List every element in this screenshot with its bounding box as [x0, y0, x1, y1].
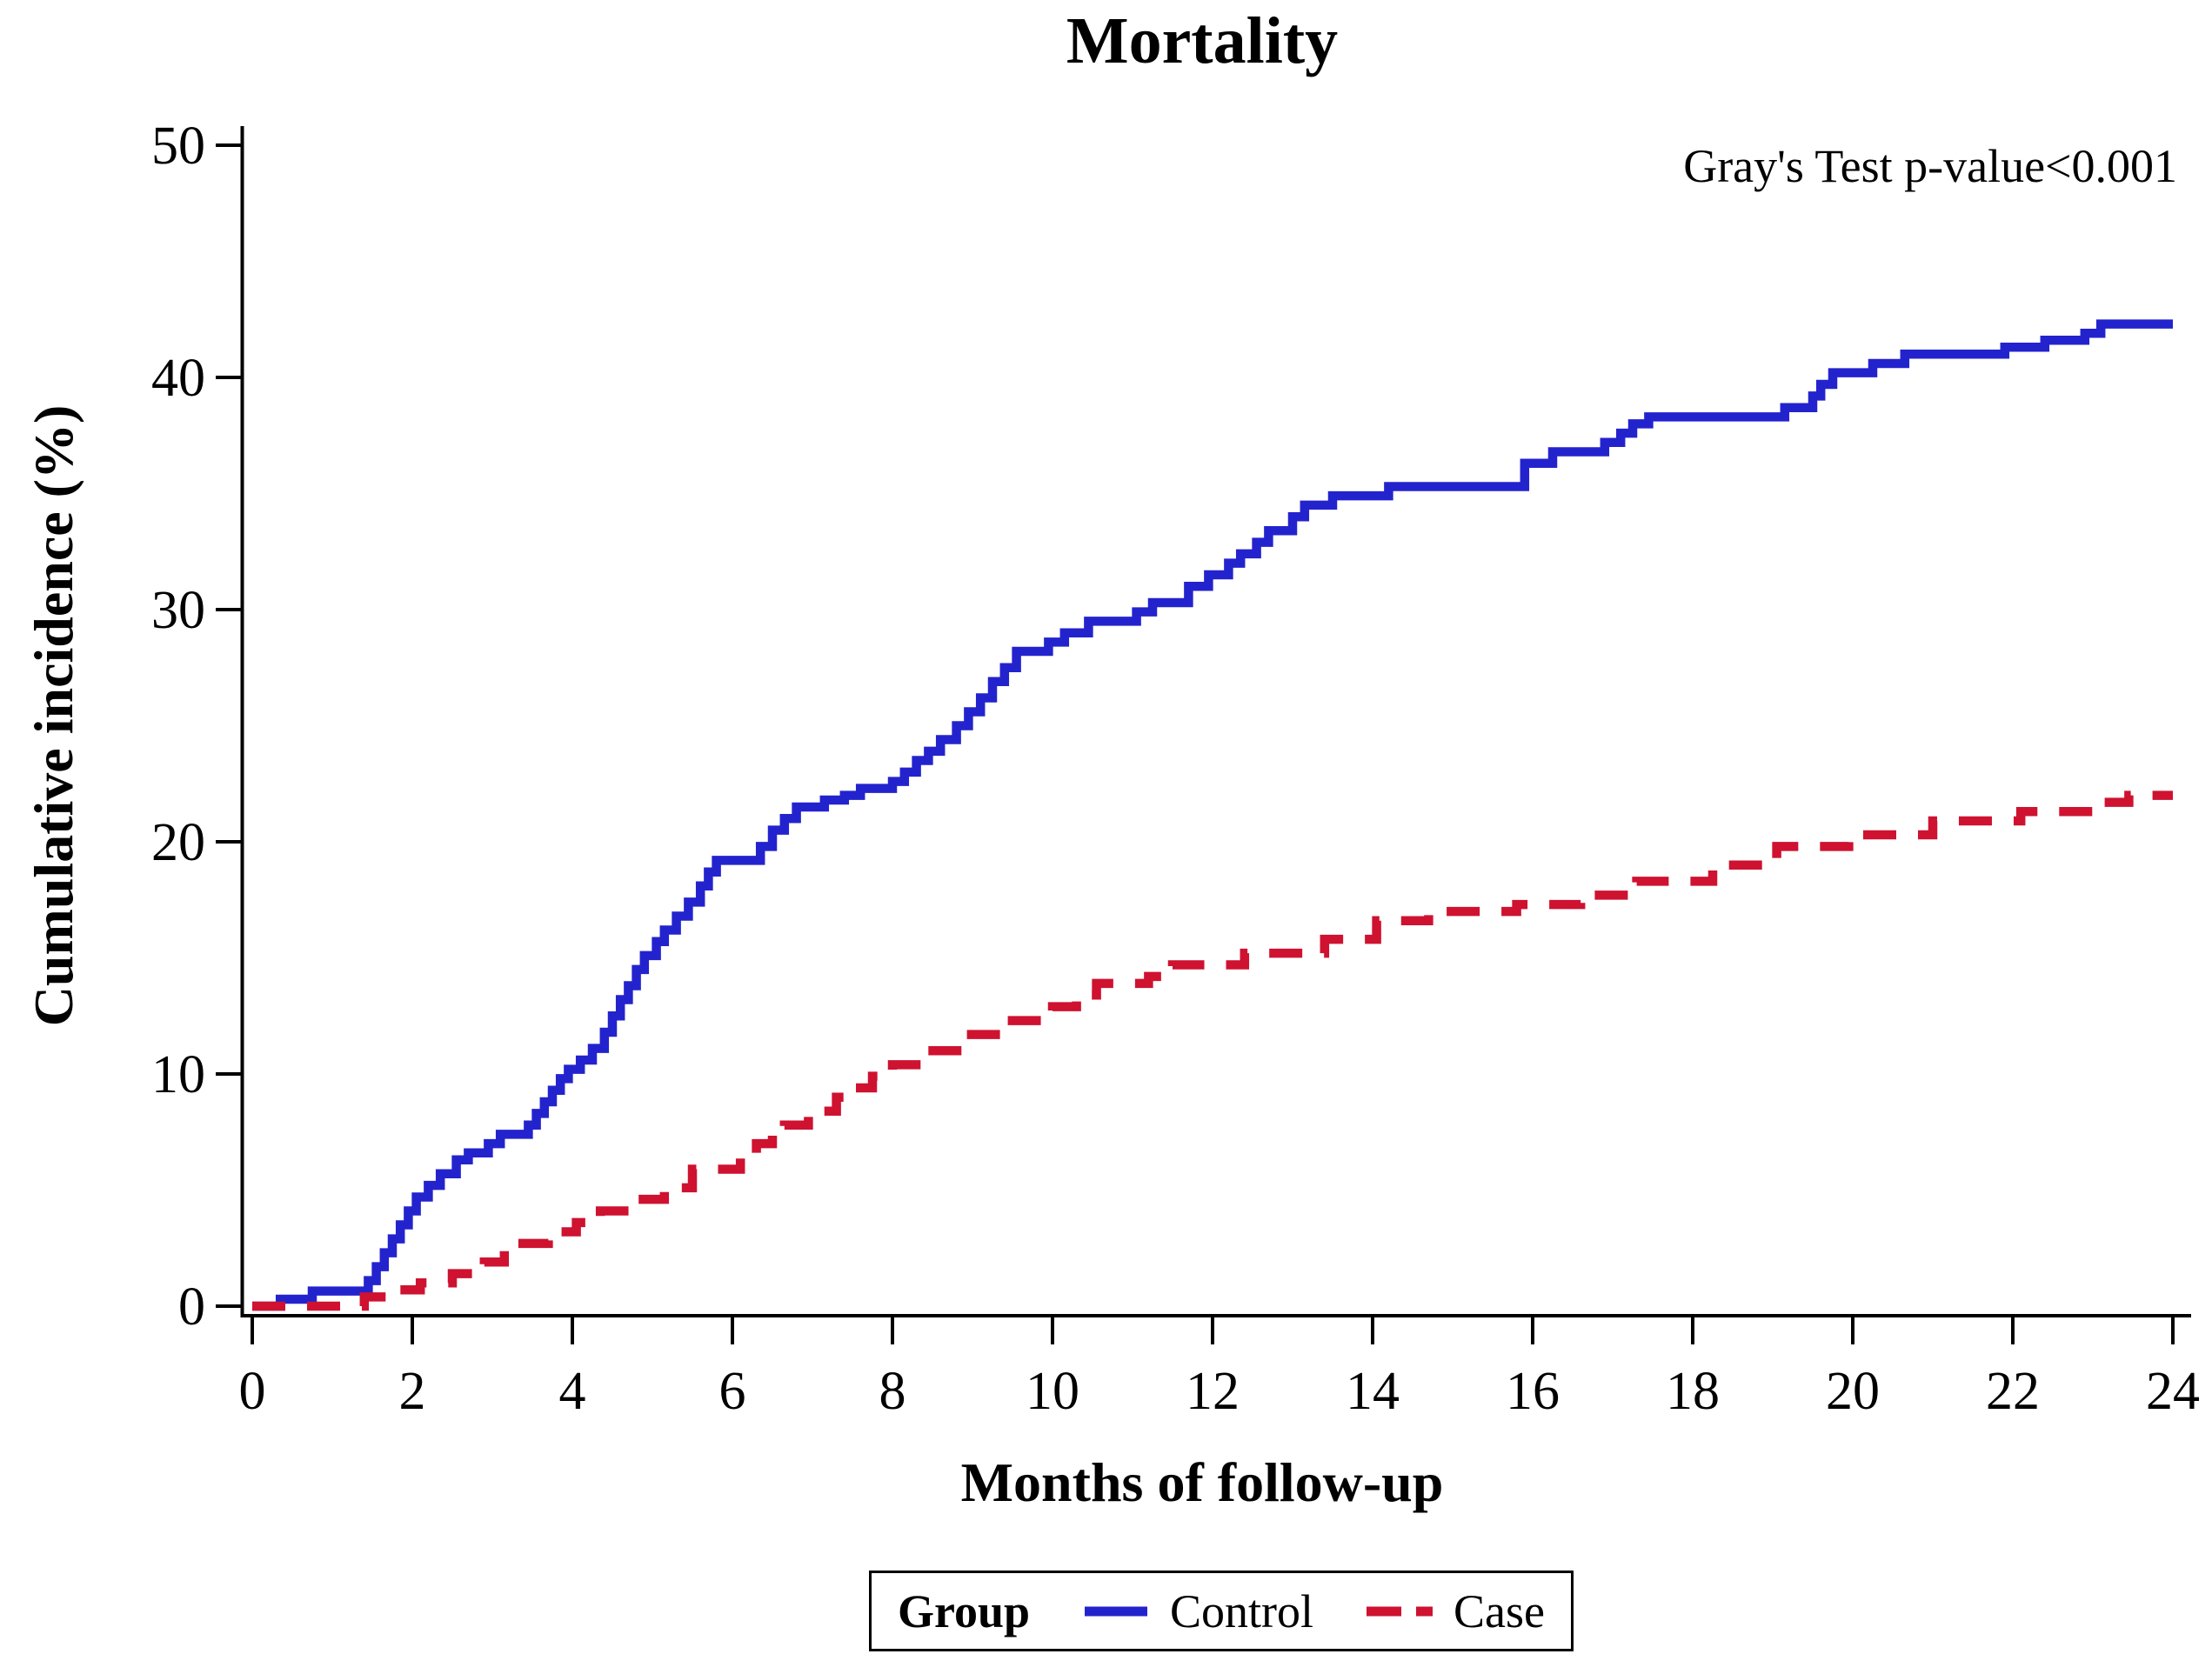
- chart-title: Mortality: [1066, 4, 1339, 77]
- x-tick-label: 24: [2146, 1362, 2200, 1421]
- x-tick-label: 18: [1666, 1362, 1720, 1421]
- x-tick-label: 20: [1826, 1362, 1880, 1421]
- x-tick-label: 0: [239, 1362, 266, 1421]
- legend-item-control: Control: [1081, 1584, 1313, 1638]
- y-tick-label: 20: [151, 813, 205, 872]
- x-tick-label: 12: [1186, 1362, 1240, 1421]
- case-dashed-line-icon: [1367, 1606, 1433, 1616]
- legend-label-case: Case: [1454, 1584, 1545, 1637]
- x-tick-label: 4: [559, 1362, 586, 1421]
- x-tick-label: 8: [879, 1362, 906, 1421]
- legend-title: Group: [898, 1584, 1031, 1637]
- legend-item-case: Case: [1365, 1584, 1545, 1638]
- y-tick-label: 50: [151, 117, 205, 176]
- x-tick-label: 10: [1026, 1362, 1079, 1421]
- legend-label-control: Control: [1170, 1584, 1314, 1637]
- x-tick-label: 2: [399, 1362, 426, 1421]
- x-axis-title: Months of follow-up: [960, 1451, 1444, 1513]
- x-tick-label: 14: [1346, 1362, 1400, 1421]
- legend: Group Control Case: [869, 1571, 1574, 1651]
- y-tick-label: 10: [151, 1045, 205, 1104]
- control-solid-line-icon: [1085, 1606, 1148, 1616]
- series-case-line: [252, 790, 2173, 1311]
- x-tick-label: 22: [1986, 1362, 2040, 1421]
- y-tick-label: 40: [151, 349, 205, 408]
- x-tick-label: 6: [719, 1362, 746, 1421]
- grays-test-annotation: Gray's Test p-value<0.001: [1683, 140, 2177, 192]
- y-tick-label: 30: [151, 581, 205, 640]
- x-tick-label: 16: [1506, 1362, 1560, 1421]
- series-control-line: [252, 319, 2173, 1311]
- y-tick-label: 0: [178, 1277, 205, 1337]
